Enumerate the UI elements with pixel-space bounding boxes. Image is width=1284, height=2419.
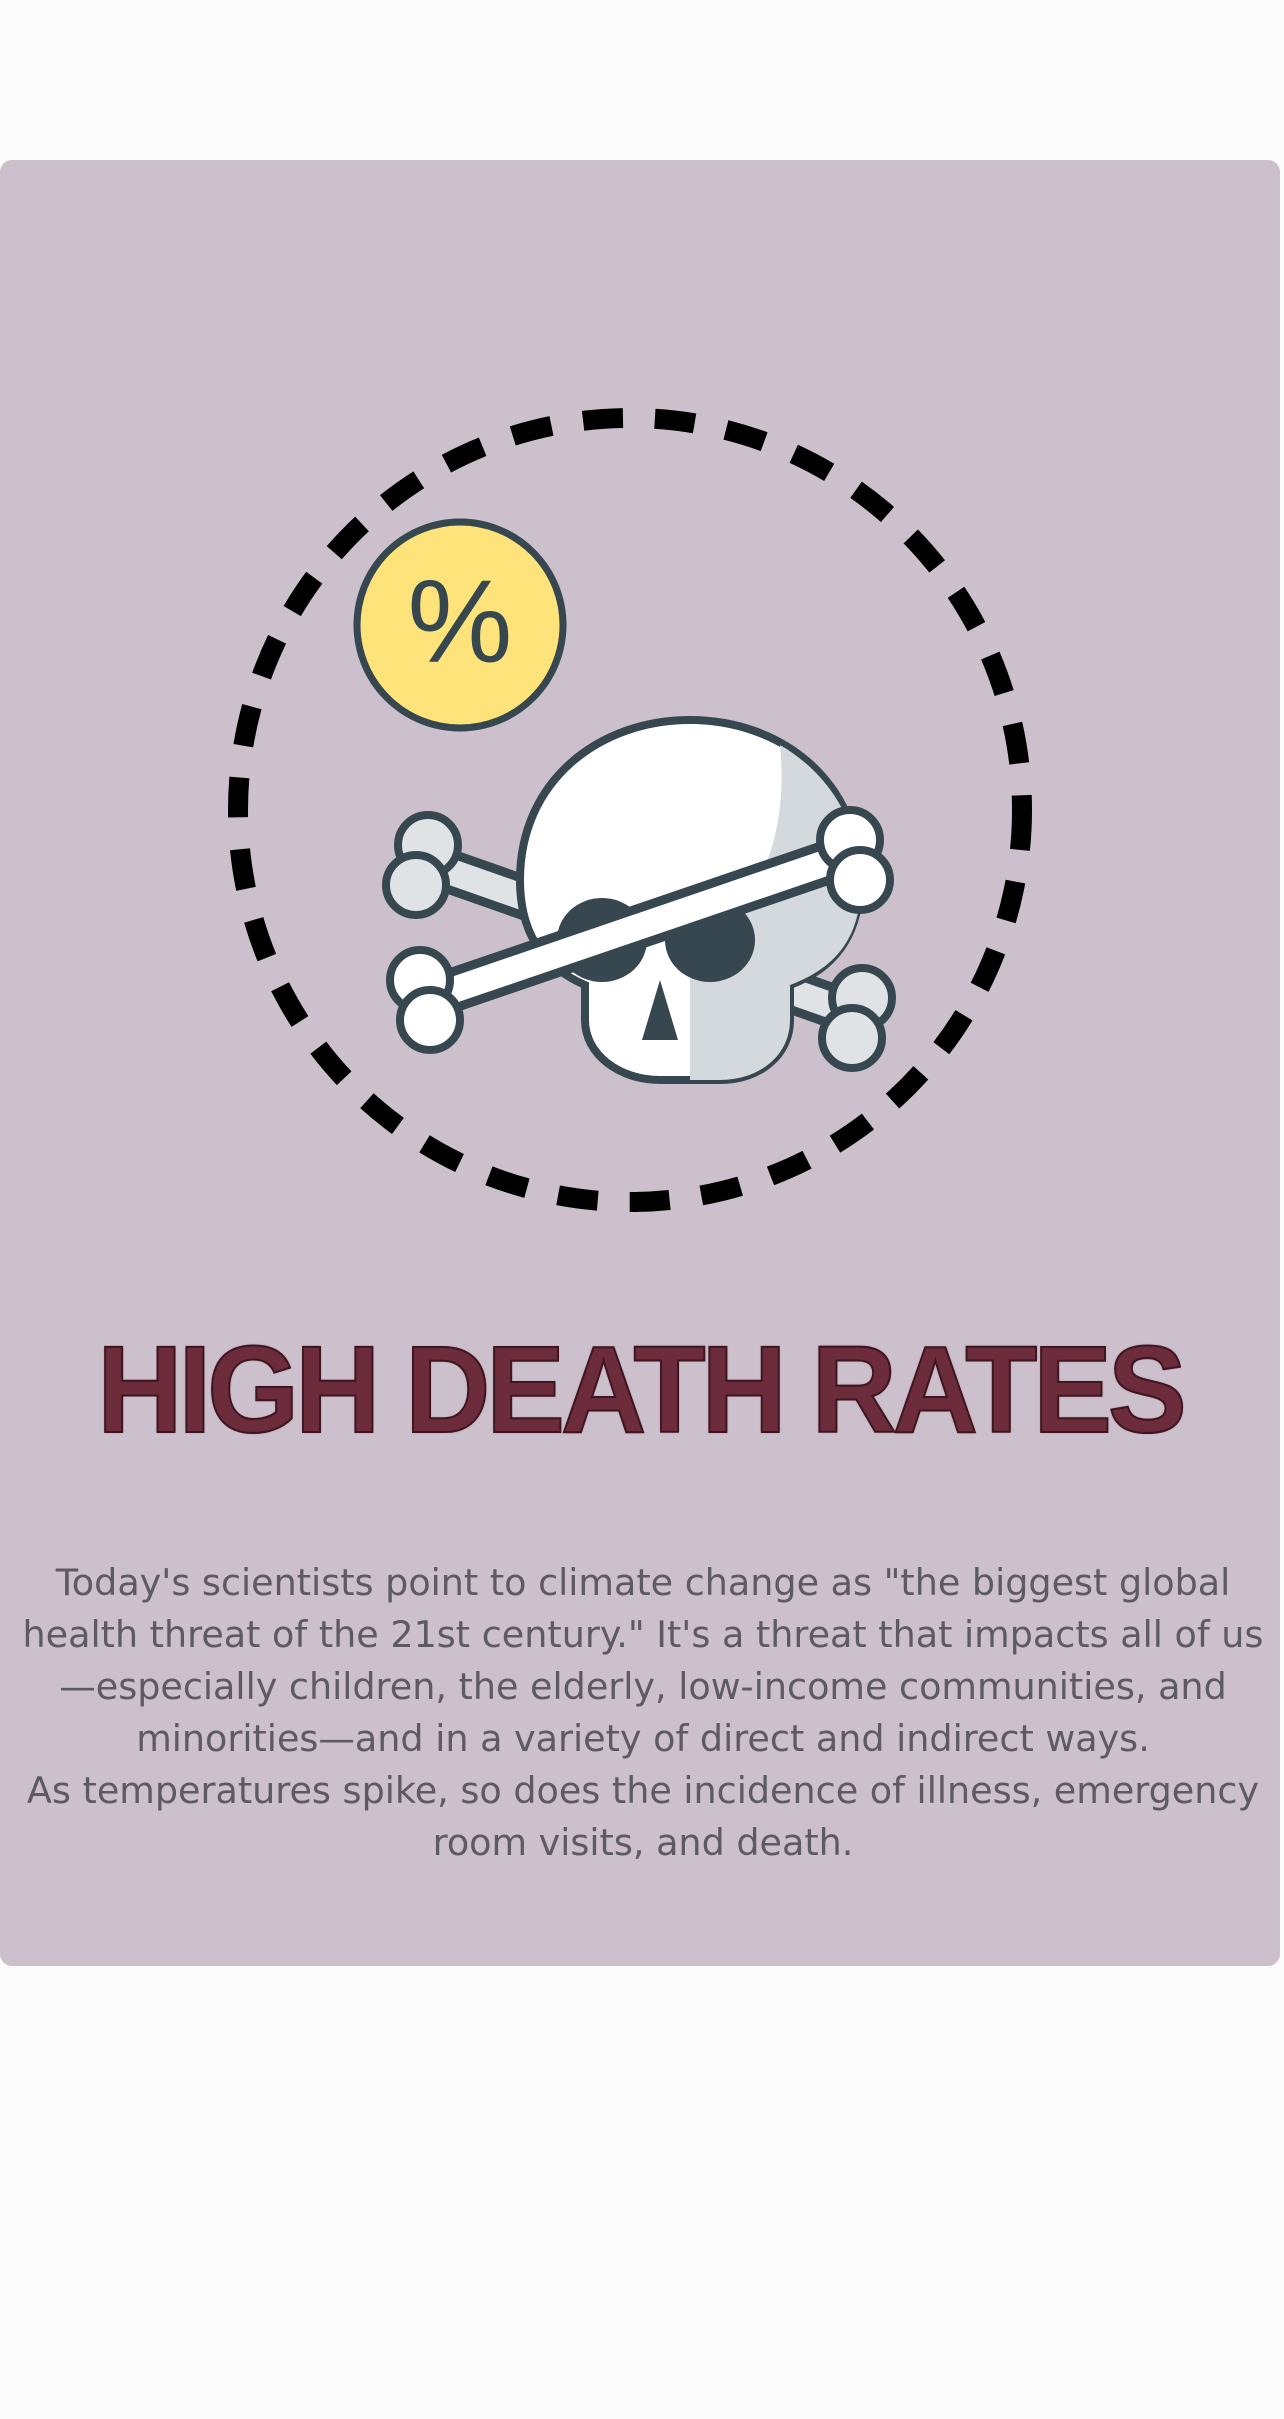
percent-badge-text: % (408, 556, 513, 688)
description-paragraph: As temperatures spike, so does the incid… (26, 1769, 1260, 1864)
percent-badge-icon: % (353, 518, 567, 732)
illustration: % (228, 408, 1032, 1212)
front-bone-icon (386, 806, 894, 1054)
info-card: % HIGH DEATH RATES Today's scientists po… (0, 160, 1280, 1966)
description: Today's scientists point to climate chan… (18, 1557, 1268, 1869)
dashed-circle-icon (228, 408, 1032, 1212)
description-paragraph: Today's scientists point to climate chan… (22, 1561, 1264, 1760)
page-title: HIGH DEATH RATES (96, 1320, 1187, 1461)
